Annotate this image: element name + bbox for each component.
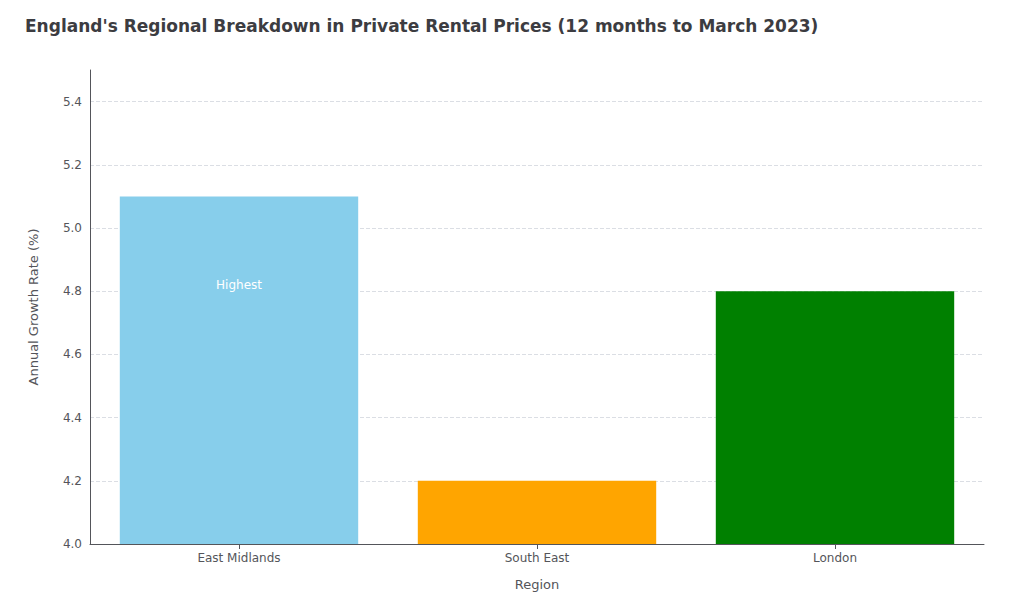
svg-text:5.2: 5.2	[63, 158, 82, 172]
svg-text:5.0: 5.0	[63, 221, 82, 235]
svg-text:Highest: Highest	[216, 278, 262, 292]
svg-text:Region: Region	[515, 577, 560, 592]
svg-text:East Midlands: East Midlands	[197, 551, 280, 565]
svg-text:4.0: 4.0	[63, 537, 82, 551]
svg-text:4.2: 4.2	[63, 474, 82, 488]
svg-text:London: London	[813, 551, 857, 565]
svg-text:4.6: 4.6	[63, 347, 82, 361]
svg-text:4.4: 4.4	[63, 411, 82, 425]
svg-text:England's Regional Breakdown i: England's Regional Breakdown in Private …	[25, 16, 818, 36]
svg-text:5.4: 5.4	[63, 95, 82, 109]
svg-text:4.8: 4.8	[63, 284, 82, 298]
svg-text:South East: South East	[505, 551, 570, 565]
svg-text:Annual Growth Rate (%): Annual Growth Rate (%)	[26, 229, 41, 386]
